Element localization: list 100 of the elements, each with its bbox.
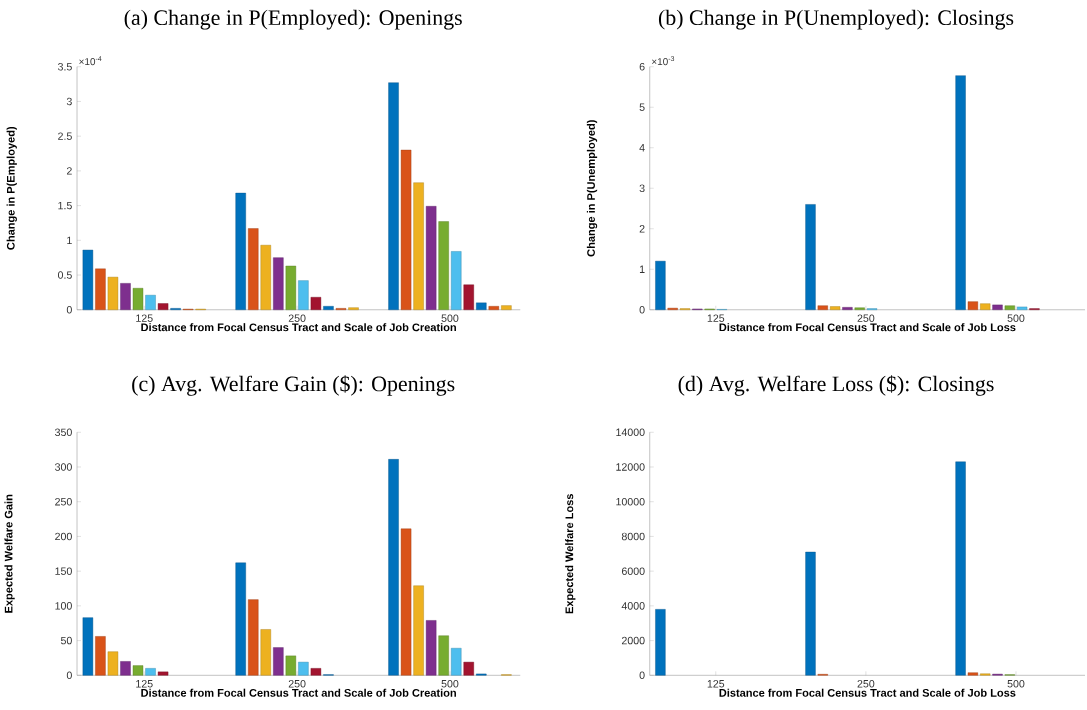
bar: [298, 280, 309, 310]
bar: [463, 661, 474, 676]
bar: [805, 551, 816, 676]
bar: [235, 192, 246, 310]
y-tick-label: 2000: [621, 636, 645, 645]
x-axis-title: Distance from Focal Census Tract and Scale of Job Creation: [141, 688, 456, 697]
bar: [260, 629, 271, 676]
y-tick-label: 1: [639, 265, 645, 273]
bar: [260, 244, 271, 310]
y-axis-title: Change in P(Employed): [6, 126, 17, 250]
bar: [992, 304, 1003, 310]
text: ×10$^{-3}$: [652, 56, 675, 66]
bar: [273, 647, 284, 676]
bar: [323, 306, 334, 310]
bar: [829, 306, 841, 310]
y-axis-title: Change in P(Unemployed): [586, 120, 598, 257]
bar: [451, 251, 462, 310]
bar: [438, 635, 449, 676]
bar: [132, 665, 144, 676]
x-tick-label: 500: [441, 679, 459, 688]
y-tick-label: 2: [639, 224, 645, 233]
bar: [348, 307, 359, 310]
y-tick-label: 14000: [616, 428, 645, 436]
bar: [120, 661, 131, 676]
y-tick-label: 4: [639, 144, 645, 152]
y-tick-label: 300: [55, 463, 72, 471]
bar: [248, 228, 259, 310]
bar: [400, 149, 412, 310]
bar: [967, 301, 979, 310]
y-tick-label: 10000: [616, 497, 645, 506]
bar: [145, 668, 156, 676]
bar: [463, 284, 474, 310]
y-tick-label: 4000: [621, 602, 645, 610]
bar: [248, 599, 259, 676]
bar: [310, 296, 322, 310]
bar: [285, 655, 297, 676]
y-tick-label: 2.5: [58, 132, 72, 140]
y-axis-title: Expected Welfare Loss: [565, 493, 576, 614]
bar: [157, 671, 169, 676]
bar: [451, 647, 462, 676]
bar: [854, 307, 865, 310]
bar: [157, 303, 169, 310]
bar: [413, 182, 424, 310]
bar: [400, 528, 412, 676]
y-tick-label: 3: [66, 97, 72, 106]
bar: [82, 617, 94, 676]
bar: [425, 620, 437, 676]
y-tick-label: 5: [639, 103, 645, 111]
bar: [655, 260, 666, 310]
bar: [388, 459, 399, 676]
x-tick-label: 125: [707, 314, 725, 322]
bar: [132, 287, 144, 310]
bar: [842, 307, 853, 310]
x-tick-label: 125: [707, 679, 725, 688]
bar: [310, 668, 322, 676]
x-tick-label: 500: [441, 314, 459, 322]
x-tick-label: 250: [857, 679, 875, 688]
bar: [488, 306, 500, 310]
bar: [980, 303, 991, 310]
x-tick-label: 250: [857, 314, 875, 322]
y-tick-label: 0: [66, 671, 72, 679]
bar: [438, 221, 449, 310]
bar: [413, 585, 424, 676]
text: ×10$^{-4}$: [79, 56, 102, 66]
x-tick-label: 500: [1007, 314, 1025, 322]
y-tick-label: 100: [55, 602, 72, 610]
y-tick-label: 0: [639, 671, 645, 679]
y-tick-label: 350: [55, 428, 72, 436]
bar: [273, 257, 284, 310]
x-tick-label: 500: [1007, 679, 1025, 688]
y-axis-title: Expected Welfare Gain: [4, 494, 15, 613]
x-axis-title: Distance from Focal Census Tract and Scale of Job Loss: [719, 688, 1016, 697]
y-tick-label: 3: [639, 184, 645, 192]
y-tick-label: 6: [639, 62, 645, 71]
y-tick-label: 6000: [621, 567, 645, 575]
chart-title: (a) Change in P(Employed): Openings: [124, 9, 462, 30]
chart-title: (c) Avg. Welfare Gain ($): Openings: [132, 375, 455, 396]
chart-title: (d) Avg. Welfare Loss ($): Closings: [678, 375, 994, 396]
bar: [1017, 306, 1028, 310]
x-tick-label: 250: [288, 679, 306, 688]
bar: [476, 302, 487, 310]
bar: [955, 461, 966, 676]
x-tick-label: 125: [136, 679, 153, 688]
chart-title: (b) Change in P(Unemployed): Closings: [658, 9, 1014, 30]
y-tick-label: 2: [66, 167, 72, 175]
x-axis-title: Distance from Focal Census Tract and Scale of Job Loss: [719, 323, 1016, 332]
y-tick-label: 0: [639, 305, 645, 314]
bar: [501, 305, 512, 310]
bar: [285, 265, 297, 310]
bar: [82, 249, 94, 310]
bar: [955, 75, 966, 310]
bar: [1004, 305, 1015, 310]
bar: [388, 82, 399, 310]
bar: [235, 562, 246, 676]
bar: [95, 268, 106, 310]
y-tick-label: 50: [60, 636, 72, 645]
y-tick-label: 250: [55, 497, 72, 506]
y-tick-label: 1.5: [58, 201, 72, 210]
y-tick-label: 0.5: [57, 271, 72, 279]
x-axis-title: Distance from Focal Census Tract and Scale of Job Creation: [141, 323, 456, 332]
